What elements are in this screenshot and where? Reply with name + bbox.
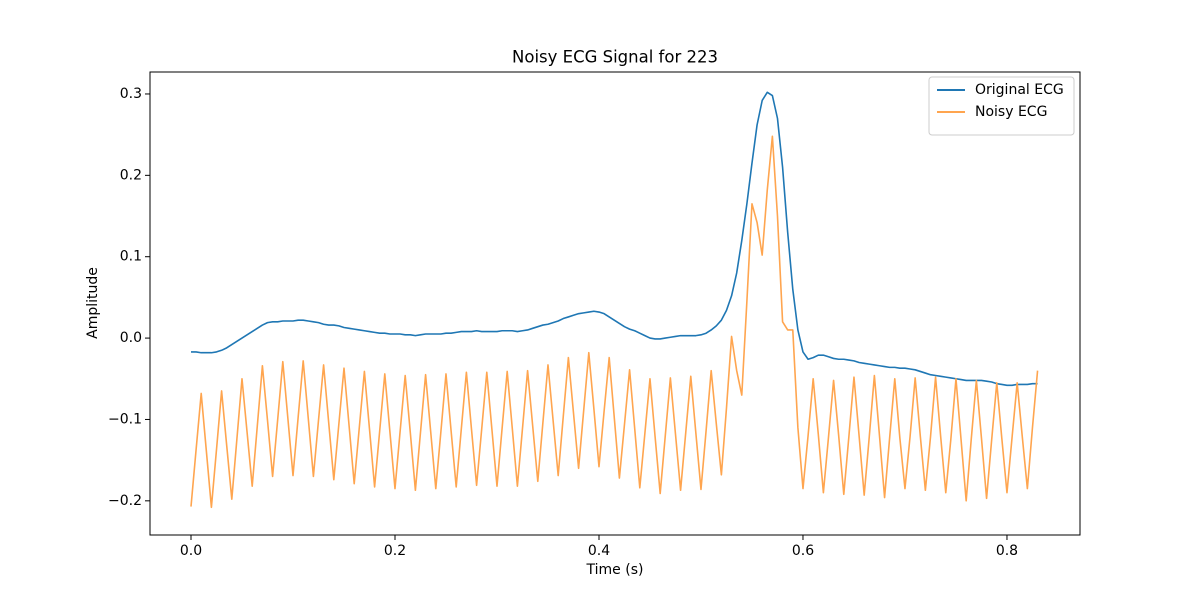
- y-tick-label: 0.1: [120, 249, 142, 265]
- y-tick-label: −0.1: [108, 411, 142, 427]
- x-axis-label: Time (s): [586, 562, 644, 578]
- x-tick-label: 0.4: [588, 543, 610, 559]
- x-tick-label: 0.0: [180, 543, 202, 559]
- y-tick-label: 0.2: [120, 167, 142, 183]
- x-tick-label: 0.2: [384, 543, 406, 559]
- y-tick-label: −0.2: [108, 493, 142, 509]
- legend-label: Original ECG: [975, 82, 1064, 98]
- y-tick-label: 0.0: [120, 330, 142, 346]
- legend-label: Noisy ECG: [975, 104, 1047, 120]
- series-line: [191, 91, 1038, 387]
- y-tick-label: 0.3: [120, 86, 142, 102]
- x-tick-label: 0.8: [996, 543, 1018, 559]
- x-tick-label: 0.6: [792, 543, 814, 559]
- y-axis-label: Amplitude: [85, 267, 101, 339]
- plot-frame: [149, 71, 1081, 536]
- legend-box: [928, 76, 1075, 136]
- series-line: [190, 135, 1039, 509]
- chart-title: Noisy ECG Signal for 223: [512, 48, 718, 67]
